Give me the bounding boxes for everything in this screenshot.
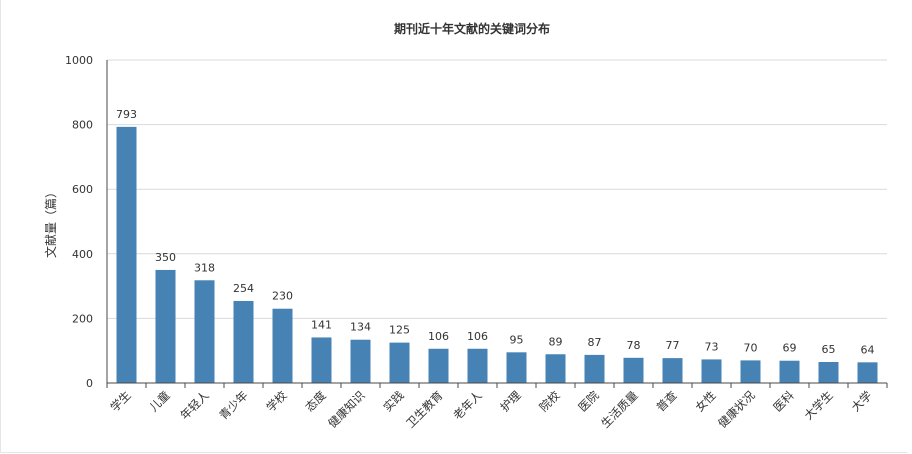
data-label: 106 (428, 330, 449, 343)
x-tick-label: 院校 (536, 388, 563, 415)
y-tick-label: 800 (72, 119, 93, 132)
data-label: 95 (510, 333, 524, 346)
data-label: 64 (861, 343, 875, 356)
x-tick-label: 年轻人 (177, 388, 212, 423)
bar (857, 362, 878, 383)
bar (116, 126, 137, 384)
data-label: 254 (233, 282, 254, 295)
data-label: 134 (350, 321, 371, 334)
bar (467, 348, 488, 383)
x-tick-label: 女性 (692, 388, 718, 414)
bar (350, 339, 371, 383)
data-label: 89 (549, 335, 563, 348)
data-label: 793 (116, 108, 137, 121)
y-tick-label: 400 (72, 248, 93, 261)
bar (740, 360, 761, 383)
y-axis-label: 文献量（篇） (43, 186, 58, 258)
x-tick-label: 大学 (848, 388, 874, 414)
x-tick-label: 健康知识 (325, 388, 367, 430)
data-label: 125 (389, 324, 410, 337)
x-tick-label: 生活质量 (598, 388, 640, 430)
x-tick-label: 态度 (302, 388, 329, 415)
axes (106, 60, 888, 388)
x-tick-label: 健康状况 (715, 388, 758, 431)
data-labels: 793 350 318 254 230 141 134 125 106 106 95 89 87 78 77… (116, 108, 875, 356)
data-label: 106 (467, 330, 488, 343)
bar (272, 308, 293, 383)
bar (311, 337, 332, 383)
bar (428, 348, 449, 383)
data-label: 70 (744, 341, 758, 354)
x-tick-label: 青少年 (216, 388, 250, 422)
data-label: 141 (311, 318, 332, 331)
x-tick-label: 卫生教育 (403, 388, 445, 430)
bar (701, 359, 722, 383)
bars (116, 126, 878, 384)
x-tick-label: 普查 (653, 388, 680, 415)
data-label: 87 (588, 336, 602, 349)
bar (584, 354, 605, 383)
data-label: 318 (194, 261, 215, 274)
x-tick-labels: 学生 儿童 年轻人 青少年 学校 态度健康知识 实践卫生教育 老年人 护理 院校 医院生活质量 普查女… (107, 388, 874, 431)
x-tick-label: 学生 (107, 388, 133, 414)
x-tick-label: 护理 (497, 388, 524, 415)
chart-title: 期刊近十年文献的关键词分布 (394, 21, 550, 36)
x-tick-label: 学校 (263, 388, 290, 415)
bar (233, 300, 254, 383)
bar (389, 342, 410, 383)
bar (662, 358, 683, 383)
x-tick-label: 儿童 (146, 388, 172, 414)
data-label: 230 (272, 290, 293, 303)
x-tick-label: 医院 (575, 388, 602, 415)
data-label: 65 (822, 343, 836, 356)
y-tick-label: 0 (86, 377, 93, 390)
x-tick-label: 医科 (770, 388, 797, 415)
bar (779, 360, 800, 383)
data-label: 78 (627, 339, 641, 352)
bar (545, 354, 566, 383)
x-tick-label: 实践 (380, 388, 407, 415)
y-tick-label: 1000 (65, 54, 93, 67)
bar (506, 352, 527, 383)
y-tick-labels: 0 200 400 600 800 1000 (65, 54, 93, 390)
data-label: 350 (155, 251, 176, 264)
y-tick-label: 200 (72, 312, 93, 325)
bar (818, 362, 839, 383)
gridlines (107, 59, 887, 319)
x-tick-label: 大学生 (801, 388, 835, 422)
data-label: 73 (705, 340, 719, 353)
x-tick-label: 老年人 (450, 388, 485, 423)
bar (155, 269, 176, 383)
bar (194, 280, 215, 383)
y-tick-label: 600 (72, 183, 93, 196)
data-label: 69 (783, 342, 797, 355)
data-label: 77 (666, 339, 680, 352)
bar (623, 357, 644, 383)
